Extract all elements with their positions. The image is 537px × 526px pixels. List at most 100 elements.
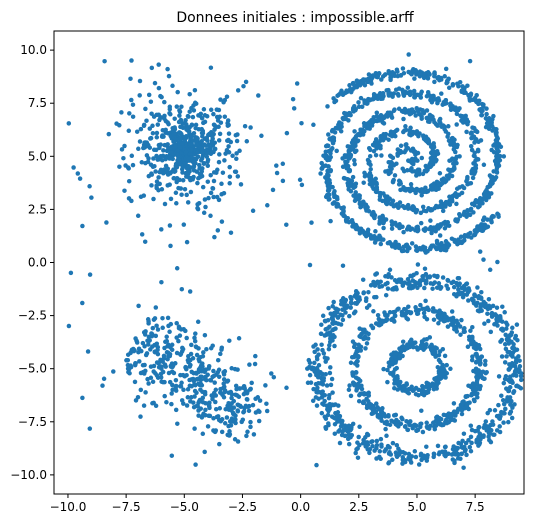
scatter-point [446, 131, 451, 137]
scatter-point [375, 74, 380, 80]
scatter-point [398, 187, 403, 193]
scatter-point [470, 324, 475, 330]
scatter-point [227, 164, 232, 170]
scatter-point [424, 167, 429, 173]
scatter-point [156, 85, 162, 91]
scatter-point [426, 386, 432, 392]
scatter-point [389, 133, 395, 139]
scatter-point [169, 401, 174, 407]
scatter-point [503, 406, 508, 412]
scatter-point [299, 120, 304, 126]
scatter-point [416, 92, 421, 98]
scatter-point [448, 366, 453, 372]
scatter-point [132, 362, 138, 368]
scatter-point [477, 431, 483, 436]
scatter-point [219, 429, 225, 435]
scatter-point [206, 195, 211, 201]
scatter-point [414, 345, 419, 350]
scatter-point [475, 204, 481, 210]
scatter-point [401, 70, 407, 76]
scatter-point [403, 127, 409, 133]
scatter-point [187, 109, 192, 114]
scatter-point [307, 364, 312, 370]
scatter-point [280, 161, 286, 167]
scatter-point [208, 107, 214, 113]
scatter-point [401, 89, 406, 95]
scatter-point [153, 333, 159, 339]
scatter-point [174, 350, 180, 356]
scatter-point [469, 357, 475, 363]
scatter-point [149, 183, 154, 188]
scatter-point [433, 309, 438, 314]
scatter-point [224, 94, 230, 99]
scatter-point [501, 420, 506, 425]
scatter-point [374, 113, 380, 119]
scatter-point [297, 177, 303, 183]
scatter-point [137, 139, 143, 144]
scatter-point [217, 406, 223, 411]
scatter-point [233, 420, 238, 426]
scatter-point [448, 102, 454, 108]
scatter-point [436, 380, 441, 386]
scatter-point [435, 443, 441, 449]
scatter-point [366, 289, 371, 295]
scatter-point [250, 208, 256, 214]
scatter-point [451, 401, 457, 406]
scatter-point [475, 285, 480, 290]
scatter-point [484, 187, 489, 193]
scatter-point [125, 357, 131, 363]
scatter-point [421, 208, 427, 213]
scatter-point [511, 390, 516, 396]
scatter-point [377, 190, 382, 196]
scatter-point [511, 342, 516, 347]
scatter-point [458, 332, 463, 337]
scatter-point [174, 335, 179, 340]
scatter-point [394, 422, 400, 428]
scatter-point [509, 415, 515, 421]
scatter-point [370, 403, 376, 409]
scatter-point [487, 305, 493, 311]
scatter-point [189, 342, 194, 348]
scatter-point [437, 349, 443, 354]
scatter-point [216, 107, 222, 113]
scatter-point [510, 372, 516, 378]
scatter-point [439, 91, 444, 96]
scatter-point [385, 379, 390, 385]
scatter-point [354, 295, 359, 300]
scatter-point [236, 394, 242, 400]
scatter-point [474, 437, 480, 443]
scatter-point [355, 79, 360, 85]
scatter-point [195, 319, 201, 325]
y-tick-label: 0.0 [28, 256, 47, 270]
scatter-point [241, 409, 247, 414]
scatter-point [364, 440, 370, 445]
scatter-point [517, 358, 522, 363]
scatter-point [376, 71, 382, 76]
scatter-point [434, 346, 439, 351]
scatter-point [389, 356, 394, 362]
scatter-point [174, 320, 179, 326]
scatter-point [419, 344, 424, 349]
scatter-point [299, 182, 305, 188]
scatter-point [436, 321, 441, 326]
scatter-point [439, 240, 444, 246]
scatter-point [211, 416, 216, 421]
scatter-point [179, 286, 185, 292]
scatter-point [320, 401, 325, 406]
scatter-point [326, 346, 332, 352]
scatter-point [407, 454, 412, 460]
scatter-point [422, 285, 427, 291]
scatter-point [451, 444, 456, 449]
scatter-point [194, 135, 200, 141]
scatter-point [441, 244, 446, 250]
scatter-point [233, 383, 239, 389]
scatter-point [364, 341, 370, 346]
scatter-point [234, 156, 239, 162]
scatter-point [146, 319, 151, 324]
scatter-point [170, 364, 175, 370]
scatter-point [156, 365, 162, 370]
scatter-point [164, 153, 169, 159]
scatter-point [370, 236, 376, 241]
scatter-point [416, 387, 421, 393]
scatter-point [387, 267, 393, 273]
